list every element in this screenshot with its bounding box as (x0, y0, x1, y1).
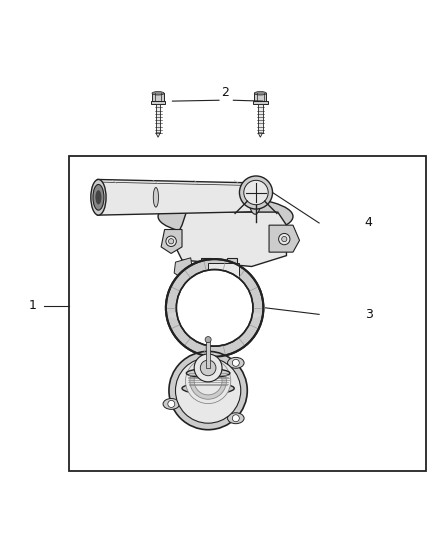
Circle shape (200, 360, 216, 376)
Ellipse shape (93, 184, 104, 210)
Text: 2: 2 (222, 86, 230, 99)
Polygon shape (173, 212, 286, 266)
Ellipse shape (168, 309, 261, 321)
Circle shape (166, 259, 263, 357)
Polygon shape (258, 133, 262, 137)
Bar (151, 101, 165, 104)
Circle shape (185, 358, 231, 403)
Polygon shape (161, 230, 182, 254)
Polygon shape (156, 133, 160, 137)
Bar (208, 263, 239, 279)
Ellipse shape (249, 184, 261, 214)
Text: 1: 1 (29, 299, 37, 312)
Ellipse shape (254, 92, 266, 95)
Circle shape (194, 354, 222, 382)
Polygon shape (174, 258, 193, 279)
Circle shape (176, 358, 241, 423)
Bar (226, 258, 237, 286)
Circle shape (169, 239, 174, 244)
Bar (152, 93, 164, 101)
Bar (206, 340, 210, 368)
Polygon shape (97, 180, 256, 215)
Circle shape (168, 400, 175, 407)
Text: 3: 3 (365, 308, 373, 321)
Circle shape (205, 336, 211, 343)
Bar (69, 156, 426, 471)
Ellipse shape (228, 358, 244, 368)
Ellipse shape (152, 92, 164, 95)
Circle shape (166, 236, 177, 246)
Ellipse shape (95, 190, 102, 205)
Text: 4: 4 (365, 216, 373, 230)
Circle shape (282, 237, 287, 241)
Circle shape (232, 415, 239, 422)
Circle shape (279, 233, 290, 245)
Ellipse shape (153, 188, 159, 207)
Ellipse shape (158, 197, 293, 236)
Circle shape (232, 359, 239, 366)
Circle shape (244, 180, 268, 205)
Ellipse shape (91, 180, 106, 215)
Circle shape (194, 367, 222, 395)
Ellipse shape (186, 369, 230, 377)
Ellipse shape (182, 383, 234, 394)
Circle shape (177, 270, 253, 346)
Circle shape (240, 176, 272, 209)
Ellipse shape (163, 399, 180, 409)
Bar (258, 104, 262, 133)
Bar (253, 101, 268, 104)
Ellipse shape (228, 413, 244, 424)
Polygon shape (269, 225, 300, 252)
Bar (201, 258, 212, 286)
Bar (254, 93, 266, 101)
Circle shape (190, 362, 226, 399)
Circle shape (169, 351, 247, 430)
Bar (156, 104, 160, 133)
